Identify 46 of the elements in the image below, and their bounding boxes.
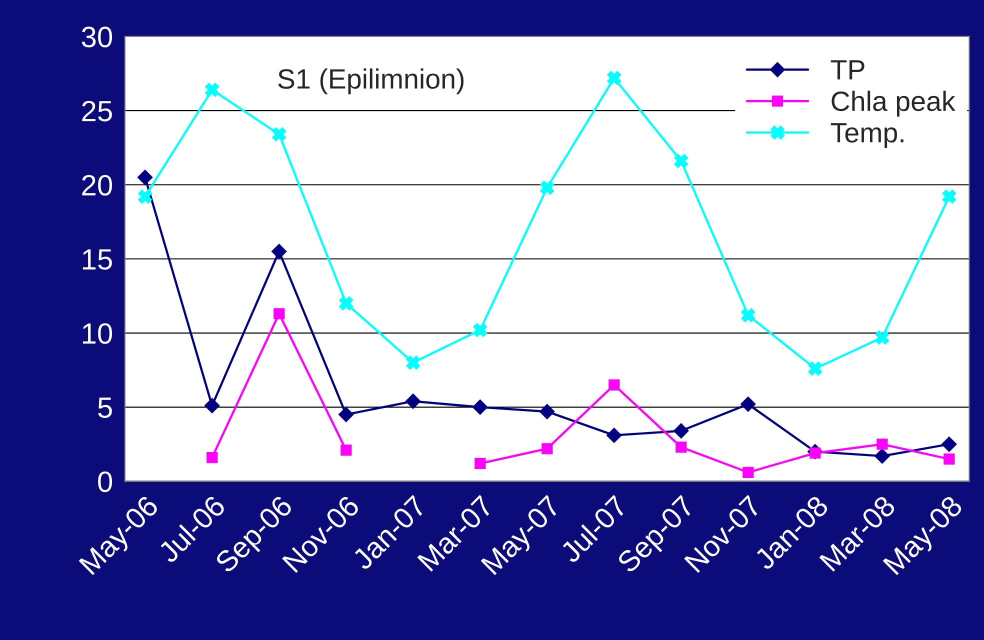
point — [607, 71, 622, 85]
point — [674, 154, 688, 168]
point — [542, 443, 553, 454]
point — [406, 394, 421, 409]
point — [742, 466, 754, 478]
point — [204, 398, 220, 414]
point — [608, 379, 620, 390]
y-tick-label: 25 — [82, 100, 112, 122]
point — [474, 458, 486, 470]
point — [808, 362, 822, 376]
point — [340, 444, 352, 456]
point — [740, 396, 756, 412]
legend-label: Temp. — [830, 123, 904, 148]
y-tick-label: 15 — [82, 249, 112, 270]
y-tick-label: 10 — [82, 323, 112, 344]
y-tick-label: 30 — [82, 26, 112, 48]
annotation: S1 (Epilimnion) — [278, 68, 464, 94]
point — [942, 436, 957, 452]
y-tick-label: 0 — [98, 471, 112, 492]
point — [338, 406, 354, 422]
point — [406, 356, 420, 370]
point — [206, 452, 218, 464]
point — [205, 82, 220, 97]
legend-label: TP — [830, 60, 864, 80]
point — [272, 244, 287, 260]
point — [944, 453, 955, 465]
point — [274, 308, 285, 320]
point — [942, 190, 956, 204]
point — [472, 400, 488, 415]
point — [540, 180, 554, 195]
point — [674, 423, 689, 438]
point — [875, 330, 890, 344]
point — [540, 404, 555, 420]
point — [272, 127, 286, 142]
point — [138, 190, 152, 204]
point — [606, 428, 622, 443]
point — [473, 323, 488, 337]
y-tick-label: 20 — [82, 174, 112, 196]
point — [138, 170, 153, 185]
point — [339, 296, 354, 310]
point — [874, 448, 890, 464]
y-tick-label: 5 — [98, 398, 112, 418]
legend-label: Chla peak — [832, 90, 956, 117]
point — [676, 442, 687, 453]
point — [741, 308, 756, 322]
point — [876, 438, 888, 450]
